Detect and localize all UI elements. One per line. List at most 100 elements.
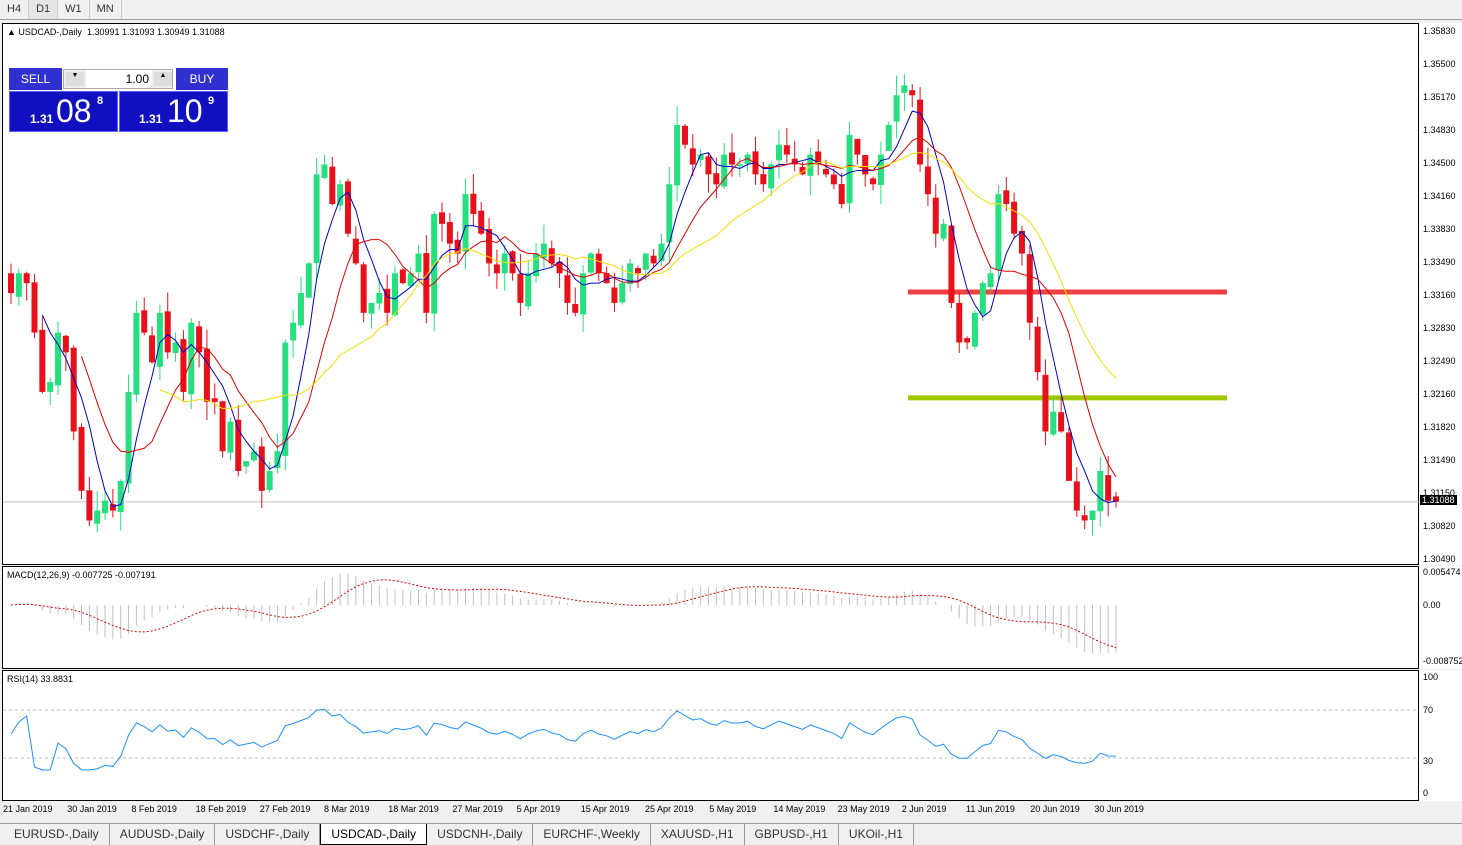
candle-body: [360, 264, 367, 313]
candle-body: [1058, 412, 1065, 432]
candle-body: [1011, 201, 1018, 234]
candle-body: [352, 238, 359, 264]
candle-body: [932, 197, 939, 234]
candle-body: [227, 421, 234, 453]
buy-button[interactable]: BUY: [176, 68, 228, 90]
candle-body: [446, 222, 453, 244]
candle-body: [995, 194, 1002, 271]
candle-body: [533, 253, 540, 277]
candle-body: [478, 210, 485, 234]
price-chart[interactable]: ▲ USDCAD-,Daily 1.30991 1.31093 1.30949 …: [2, 23, 1420, 565]
macd-axis-label: 0.005474: [1423, 567, 1461, 577]
candle-body: [329, 166, 336, 205]
candle-body: [713, 173, 720, 185]
candle-body: [721, 154, 728, 187]
candle-body: [846, 134, 853, 204]
candle-body: [705, 156, 712, 175]
sell-button[interactable]: SELL: [9, 68, 62, 90]
rsi-axis-label: 70: [1423, 705, 1434, 715]
candle-body: [587, 253, 594, 273]
candle-body: [180, 339, 187, 392]
candle-body: [15, 273, 22, 297]
candle-body: [462, 194, 469, 252]
rsi-pane[interactable]: RSI(14) 33.8831: [2, 670, 1420, 801]
rsi-label: RSI(14) 33.8831: [7, 674, 74, 684]
candle-body: [31, 282, 38, 333]
timeframe-bar: H4 D1 W1 MN: [0, 0, 1462, 20]
candle-body: [736, 164, 743, 167]
candle-body: [603, 273, 610, 284]
chart-tab[interactable]: EURUSD-,Daily: [4, 824, 110, 845]
candle-body: [783, 145, 790, 155]
timeframe-w1[interactable]: W1: [58, 0, 90, 19]
timeframe-h4[interactable]: H4: [0, 0, 30, 19]
timeframe-mn[interactable]: MN: [90, 0, 122, 19]
candle-body: [548, 248, 555, 264]
ohlc-values: 1.30991 1.31093 1.30949 1.31088: [86, 27, 225, 37]
candle-body: [642, 253, 649, 270]
price-axis-label: 1.33830: [1423, 224, 1456, 234]
volume-up-button[interactable]: ▲: [154, 72, 172, 86]
candle-body: [47, 382, 54, 392]
sell-price[interactable]: 1.31 08 8: [9, 91, 118, 132]
candle-body: [650, 255, 657, 264]
candle-body: [689, 148, 696, 165]
candle-body: [384, 288, 391, 313]
current-price-label: 1.31088: [1420, 495, 1457, 505]
date-axis-label: 5 Apr 2019: [516, 804, 561, 814]
timeframe-d1[interactable]: D1: [29, 0, 59, 19]
price-axis-label: 1.31490: [1423, 455, 1456, 465]
candle-body: [870, 178, 877, 185]
candle-body: [376, 293, 383, 304]
chart-tab[interactable]: XAUUSD-,H1: [651, 824, 745, 845]
candle-body: [297, 293, 304, 326]
candle-body: [674, 124, 681, 186]
candle-body: [799, 166, 806, 175]
chart-tabs: EURUSD-,Daily AUDUSD-,Daily USDCHF-,Daily U…: [0, 823, 1462, 845]
chart-tab[interactable]: EURCHF-,Weekly: [533, 824, 651, 845]
candle-body: [415, 253, 422, 273]
candle-body: [1113, 496, 1119, 502]
candle-body: [274, 451, 281, 469]
candle-body: [1050, 411, 1057, 435]
rsi-axis-label: 100: [1423, 672, 1439, 682]
buy-price[interactable]: 1.31 10 9: [119, 91, 228, 132]
macd-pane[interactable]: MACD(12,26,9) -0.007725 -0.007191: [2, 566, 1419, 669]
symbol: USDCAD-,Daily: [18, 27, 82, 37]
chart-tab[interactable]: USDCAD-,Daily: [320, 824, 428, 845]
price-axis-label: 1.32490: [1423, 356, 1456, 366]
chart-tab[interactable]: USDCNH-,Daily: [427, 824, 534, 845]
price-axis-label: 1.35170: [1423, 92, 1456, 102]
candle-body: [634, 268, 641, 274]
candle-body: [854, 138, 861, 155]
chart-tab[interactable]: AUDUSD-,Daily: [110, 824, 216, 845]
candle-body: [572, 303, 579, 313]
candle-body: [611, 287, 618, 303]
candle-body: [219, 401, 226, 452]
price-axis-label: 1.34160: [1423, 191, 1456, 201]
candle-body: [917, 99, 924, 165]
candle-body: [979, 283, 986, 315]
date-axis-label: 30 Jan 2019: [67, 804, 117, 814]
volume-input[interactable]: 1.00: [86, 70, 152, 88]
buy-price-fraction: 9: [208, 95, 215, 107]
candle-body: [1089, 510, 1096, 520]
date-axis-label: 8 Mar 2019: [324, 804, 370, 814]
candle-body: [830, 174, 837, 185]
candle-body: [1097, 471, 1104, 512]
date-axis-label: 18 Feb 2019: [195, 804, 247, 814]
date-axis-label: 25 Apr 2019: [645, 804, 694, 814]
buy-price-pips: 10: [167, 93, 203, 129]
chart-tab[interactable]: UKOil-,H1: [839, 824, 914, 845]
candle-body: [564, 275, 571, 303]
chart-tab[interactable]: GBPUSD-,H1: [745, 824, 839, 845]
date-axis-label: 14 May 2019: [773, 804, 826, 814]
candle-body: [595, 253, 602, 274]
candle-body: [760, 174, 767, 185]
rsi-axis-label: 0: [1423, 788, 1429, 798]
price-axis-label: 1.33490: [1423, 257, 1456, 267]
chart-tab[interactable]: USDCHF-,Daily: [215, 824, 321, 845]
candle-body: [188, 322, 195, 395]
volume-stepper: ▼ 1.00 ▲: [63, 69, 173, 89]
volume-down-button[interactable]: ▼: [66, 72, 84, 86]
